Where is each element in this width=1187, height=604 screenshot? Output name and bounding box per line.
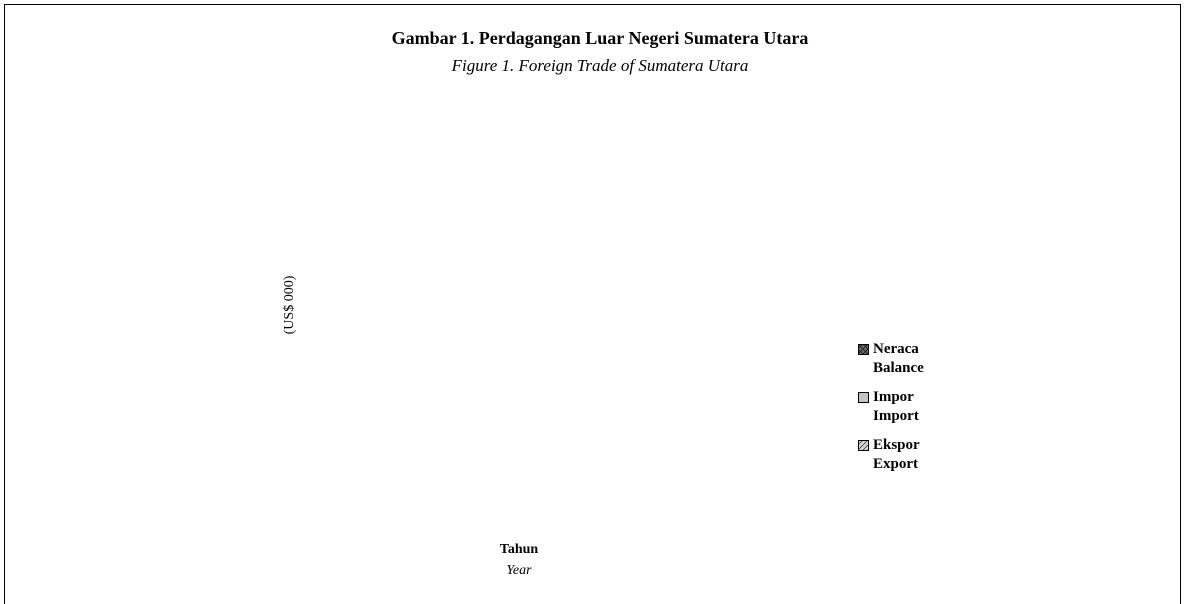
- x-axis-label: Tahun: [500, 542, 539, 557]
- x-axis-label-en: Year: [506, 563, 532, 578]
- legend-swatch: [858, 392, 869, 403]
- legend: Neraca Balance Impor Import Ekspor Export: [858, 340, 968, 484]
- chart-title: Gambar 1. Perdagangan Luar Negeri Sumate…: [392, 28, 809, 48]
- legend-item: Impor Import: [858, 388, 968, 426]
- legend-label: Neraca Balance: [873, 341, 924, 376]
- legend-item: Ekspor Export: [858, 436, 968, 474]
- legend-swatch: [858, 344, 869, 355]
- legend-item: Neraca Balance: [858, 340, 968, 378]
- legend-swatch: [858, 440, 869, 451]
- legend-label: Ekspor Export: [873, 437, 920, 472]
- legend-label: Impor Import: [873, 389, 919, 424]
- chart-subtitle: Figure 1. Foreign Trade of Sumatera Utar…: [451, 56, 749, 75]
- y-axis-label: (US$ 000): [282, 275, 297, 334]
- frame: [4, 4, 1181, 604]
